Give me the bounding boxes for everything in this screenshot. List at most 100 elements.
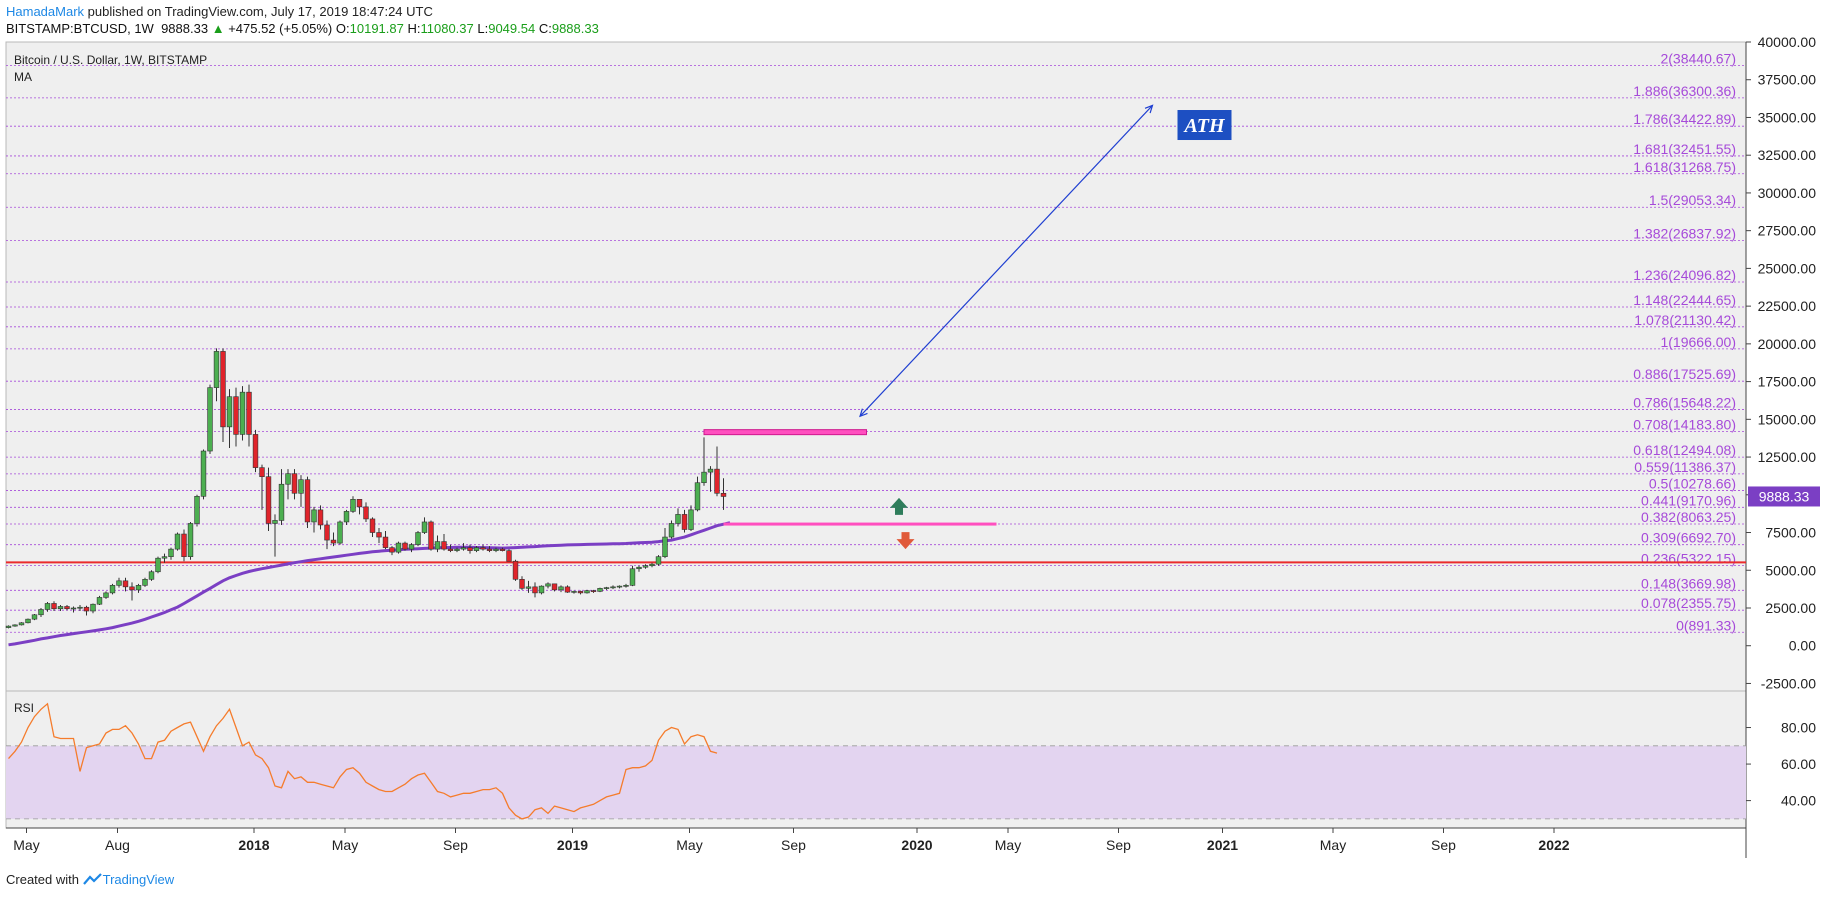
candle-body[interactable] [519,579,525,589]
candle-body[interactable] [714,468,720,494]
candle-body[interactable] [694,482,701,511]
candle-body[interactable] [642,565,649,568]
candle-body[interactable] [402,542,408,550]
candle-body[interactable] [512,560,519,580]
candle-body[interactable] [252,434,259,468]
candle-body[interactable] [447,548,454,551]
candle-body[interactable] [551,583,558,591]
candle-body[interactable] [317,509,324,526]
candle-body[interactable] [122,580,129,588]
candle-body[interactable] [688,509,694,530]
candle-body[interactable] [187,523,194,557]
candle-body[interactable] [701,471,707,484]
candle-body[interactable] [668,523,675,538]
ath-label-box[interactable] [1177,110,1232,141]
candle-body[interactable] [259,467,265,477]
candle-body[interactable] [629,568,636,586]
projection-arrow-line[interactable] [859,104,1153,417]
candle-body[interactable] [155,557,161,573]
candle-body[interactable] [213,351,220,388]
candle-body[interactable] [363,506,369,520]
candle-body[interactable] [473,547,480,551]
candle-body[interactable] [226,396,233,428]
candle-body[interactable] [324,524,330,541]
candle-body[interactable] [356,499,363,508]
candle-body[interactable] [194,495,200,524]
candles[interactable] [5,348,727,629]
candle-body[interactable] [434,541,441,550]
candle-body[interactable] [610,586,616,589]
candle-body[interactable] [707,468,714,473]
candle-body[interactable] [649,563,655,567]
candle-body[interactable] [233,396,239,435]
candle-body[interactable] [389,547,395,553]
candle-body[interactable] [590,590,597,592]
candle-body[interactable] [70,607,77,610]
candle-body[interactable] [272,520,278,524]
candle-body[interactable] [623,585,629,587]
candle-body[interactable] [415,532,421,545]
candle-body[interactable] [382,536,389,548]
candle-body[interactable] [343,511,350,523]
candle-body[interactable] [571,591,577,593]
candle-body[interactable] [681,514,688,530]
candle-body[interactable] [174,533,181,550]
candle-body[interactable] [142,579,148,586]
candle-body[interactable] [298,479,304,494]
candle-body[interactable] [25,618,31,624]
candle-body[interactable] [538,585,545,594]
candle-body[interactable] [148,571,155,580]
candle-body[interactable] [532,586,538,594]
candle-body[interactable] [603,587,610,589]
candle-body[interactable] [337,521,343,544]
candle-body[interactable] [64,606,70,610]
candle-body[interactable] [408,544,415,550]
candle-body[interactable] [655,556,662,565]
price-pane[interactable] [5,41,1747,692]
candle-body[interactable] [116,580,122,586]
candle-body[interactable] [330,539,337,544]
candle-body[interactable] [460,547,467,550]
candle-body[interactable] [720,492,727,497]
candle-body[interactable] [291,473,298,494]
candle-body[interactable] [285,473,291,485]
candle-body[interactable] [428,521,434,550]
author-link[interactable]: HamadaMark [6,4,85,19]
candle-body[interactable] [499,548,506,551]
candle-body[interactable] [207,387,213,452]
tradingview-link[interactable]: TradingView [102,872,175,887]
candle-body[interactable] [278,483,285,521]
candle-body[interactable] [395,542,402,553]
candle-body[interactable] [31,614,38,620]
candle-body[interactable] [239,391,246,435]
candle-body[interactable] [57,606,64,610]
candle-body[interactable] [135,585,142,591]
price-axis[interactable]: -2500.000.002500.005000.007500.0010000.0… [1746,34,1820,691]
candle-body[interactable] [584,590,590,594]
candle-body[interactable] [350,499,356,512]
candle-body[interactable] [597,588,603,592]
candle-body[interactable] [558,586,564,591]
candle-body[interactable] [129,586,135,591]
candle-body[interactable] [376,532,382,538]
candle-body[interactable] [103,592,109,598]
candle-body[interactable] [200,450,207,497]
candle-body[interactable] [12,624,18,627]
time-axis[interactable]: May Aug 2018 May Sep 2019 May Sep 2020 May Sep 2021… [13,828,1570,853]
candle-body[interactable] [311,509,317,523]
candle-body[interactable] [480,547,486,550]
up-arrow-icon[interactable] [890,497,908,515]
candle-body[interactable] [545,583,551,587]
candle-body[interactable] [467,547,473,551]
candle-body[interactable] [5,625,12,628]
candle-body[interactable] [369,518,376,533]
candle-body[interactable] [181,533,187,557]
candle-body[interactable] [564,586,571,593]
candle-body[interactable] [168,548,174,557]
candle-body[interactable] [506,550,512,562]
candle-body[interactable] [636,566,642,570]
last-price-tag[interactable] [1748,486,1820,507]
candle-body[interactable] [454,548,460,551]
candle-body[interactable] [220,351,226,428]
